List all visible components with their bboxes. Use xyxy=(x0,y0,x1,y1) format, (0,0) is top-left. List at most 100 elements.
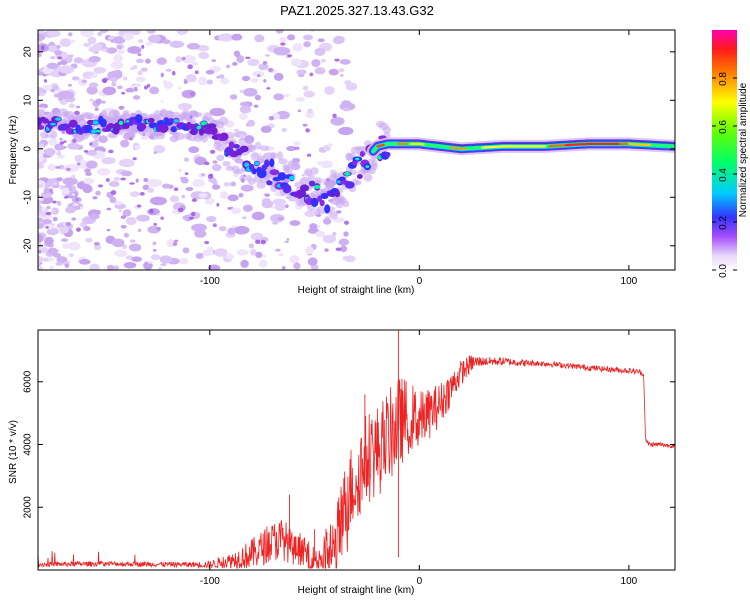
ridge-halo xyxy=(247,145,257,153)
spectrogram-speck xyxy=(172,242,178,246)
spectrogram-noise-blob xyxy=(233,225,250,235)
spectrogram-speck xyxy=(45,226,49,229)
spectrogram-noise-blob xyxy=(107,36,115,40)
spectrogram-speck xyxy=(336,210,342,214)
spectrogram-noise-blob xyxy=(198,76,208,86)
ridge-blob xyxy=(299,184,310,192)
spectrogram-speck xyxy=(49,188,53,192)
spectrogram-noise-blob xyxy=(162,80,168,85)
spectrogram-noise-blob xyxy=(80,30,95,38)
spectrogram-noise-blob xyxy=(211,59,217,63)
spectrogram-noise-blob xyxy=(293,141,301,146)
spectrogram-noise-blob xyxy=(38,33,46,42)
spectrogram-speck xyxy=(335,247,342,251)
spectrogram-noise-blob xyxy=(86,86,98,95)
ridge-blob xyxy=(239,145,249,153)
spectrogram-noise-blob xyxy=(284,240,289,244)
ridge-halo xyxy=(38,109,46,117)
spectrogram-noise-blob xyxy=(38,184,44,188)
spectrogram-noise-blob xyxy=(152,241,157,246)
ridge-blob xyxy=(168,118,175,123)
spectrogram-speck xyxy=(93,242,100,246)
ridge-core xyxy=(50,122,56,126)
spectrogram-speck xyxy=(334,58,340,62)
spectrogram-noise-blob xyxy=(272,221,279,225)
spectrogram-noise-blob xyxy=(129,191,140,197)
spectrogram-noise-blob xyxy=(38,150,45,156)
spectrogram-noise-blob xyxy=(38,199,42,206)
spectrogram-noise-blob xyxy=(324,86,335,95)
spectrogram-noise-blob xyxy=(46,178,60,187)
snr-x-label: Height of straight line (km) xyxy=(298,585,415,596)
spectrogram-noise-blob xyxy=(38,156,44,163)
spectrogram-noise-blob xyxy=(311,59,321,68)
spectrogram-speck xyxy=(41,45,45,51)
y-tick-label: 4000 xyxy=(23,433,34,456)
ridge-halo xyxy=(122,109,130,116)
ridge-halo xyxy=(218,116,229,126)
x-tick-label: 100 xyxy=(621,576,638,587)
spectrogram-noise-blob xyxy=(71,193,76,196)
ridge-halo xyxy=(93,133,102,143)
ridge-halo xyxy=(310,167,319,175)
y-tick-label: 6000 xyxy=(23,370,34,393)
spectrogram-noise-blob xyxy=(125,216,137,226)
spectrogram-noise-blob xyxy=(231,33,243,41)
spectrogram-noise-blob xyxy=(38,194,41,198)
spectrogram-speck xyxy=(294,146,300,151)
spectrogram-noise-blob xyxy=(123,232,130,238)
spectrogram-speck xyxy=(160,216,164,220)
ridge-blob xyxy=(320,192,329,200)
spectrogram-noise-blob xyxy=(122,76,128,81)
spectrogram-noise-blob xyxy=(44,148,56,157)
spectrogram-speck xyxy=(285,204,289,209)
y-tick-label: -10 xyxy=(23,190,34,205)
ridge-core xyxy=(313,185,321,189)
spectrogram-noise-blob xyxy=(343,231,349,237)
spectrogram-speck xyxy=(146,83,151,88)
ridge-halo xyxy=(235,158,244,164)
ridge-halo xyxy=(288,196,297,202)
spectrogram-noise-blob xyxy=(93,244,102,251)
spectrogram-noise-blob xyxy=(59,65,75,74)
ridge-hot-segment xyxy=(564,142,620,147)
spectrogram-noise-blob xyxy=(303,34,314,41)
spectrogram-speck xyxy=(59,141,65,145)
y-tick-label: 0 xyxy=(23,146,34,152)
spectrogram-noise-blob xyxy=(327,143,333,148)
ridge-core xyxy=(196,125,202,130)
spectrogram-noise-blob xyxy=(239,105,252,114)
spectrogram-speck xyxy=(106,207,112,211)
spectrogram-ridge xyxy=(38,108,675,225)
spectrogram-noise-blob xyxy=(278,253,284,257)
spectrogram-noise-blob xyxy=(247,58,260,67)
spectrogram-noise-blob xyxy=(68,253,74,258)
spectrogram-noise-blob xyxy=(95,98,102,105)
spectrogram-noise-blob xyxy=(39,91,46,97)
ridge-halo xyxy=(201,134,209,143)
spectrogram-noise-blob xyxy=(96,168,111,176)
ridge-halo xyxy=(207,117,215,123)
spectrogram-noise-blob xyxy=(39,195,54,205)
spectrogram-noise-blob xyxy=(244,135,255,144)
ridge-blob xyxy=(38,125,45,130)
spectrogram-noise-blob xyxy=(294,205,303,210)
spectrogram-noise-blob xyxy=(46,228,59,236)
spectrogram-speck xyxy=(65,222,71,227)
spectrogram-noise-blob xyxy=(214,248,228,257)
spectrogram-noise-blob xyxy=(79,206,84,209)
spectrogram-noise-blob xyxy=(57,90,74,100)
spectrogram-noise-blob xyxy=(270,205,276,209)
ridge-blob xyxy=(122,122,130,129)
spectrogram-noise-blob xyxy=(50,56,56,60)
spectrogram-noise-blob xyxy=(242,204,253,212)
ridge-halo xyxy=(304,168,313,176)
ridge-hot-segment xyxy=(627,142,651,147)
spectrogram-noise-blob xyxy=(304,210,317,217)
spectrogram-noise-blob xyxy=(153,151,157,154)
spectrogram-noise-blob xyxy=(65,206,76,214)
spectrogram-noise-blob xyxy=(191,61,199,66)
spectrogram-speck xyxy=(191,211,196,217)
spectrogram-noise-blob xyxy=(120,170,133,177)
spectrogram-speck xyxy=(188,216,194,220)
